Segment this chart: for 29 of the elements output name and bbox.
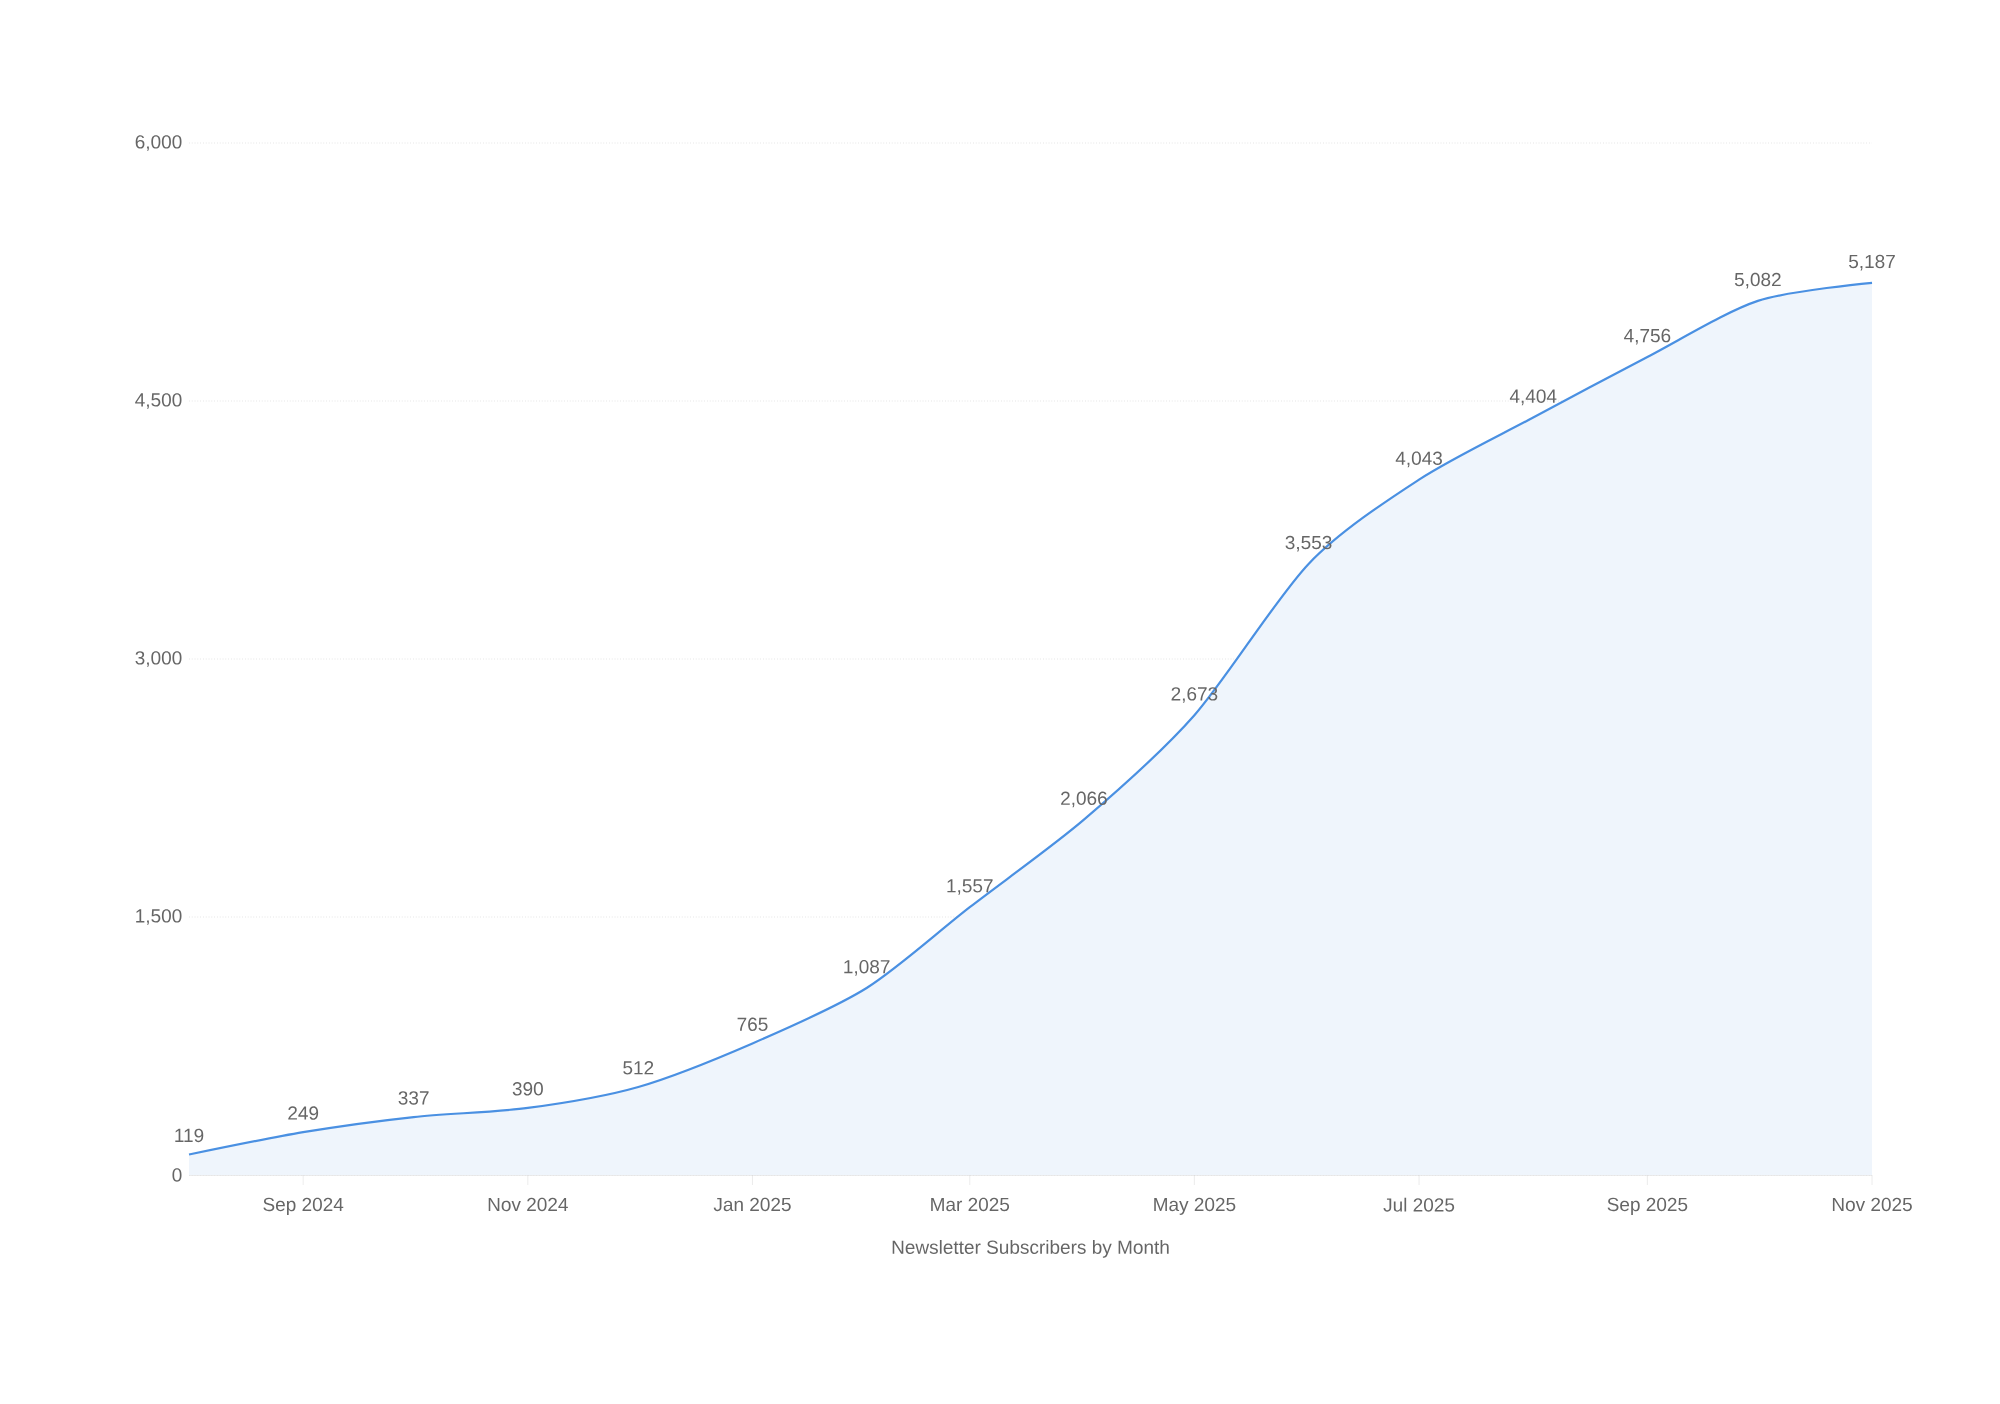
x-tick-label: Jan 2025 bbox=[713, 1197, 791, 1212]
x-tick-label: Nov 2024 bbox=[488, 1197, 568, 1212]
y-tick-label: 4,500 bbox=[135, 393, 182, 409]
data-label: 337 bbox=[398, 1091, 429, 1105]
data-label: 2,066 bbox=[1061, 791, 1107, 808]
data-label: 3,553 bbox=[1285, 535, 1332, 552]
x-tick-label: Nov 2025 bbox=[1832, 1197, 1912, 1212]
x-tick-label: Mar 2025 bbox=[931, 1197, 1010, 1212]
x-tick-label: Sep 2025 bbox=[1607, 1197, 1688, 1215]
data-label: 1,087 bbox=[844, 959, 890, 976]
data-label: 119 bbox=[175, 1128, 204, 1143]
x-tick-label: Jul 2025 bbox=[1383, 1197, 1455, 1212]
data-label: 390 bbox=[512, 1082, 543, 1096]
data-label: 765 bbox=[737, 1017, 768, 1032]
x-tick-label: May 2025 bbox=[1154, 1197, 1236, 1215]
y-tick-label: 3,000 bbox=[135, 651, 182, 667]
data-label: 4,043 bbox=[1395, 451, 1442, 468]
data-label: 4,756 bbox=[1624, 328, 1671, 345]
y-tick-label: 0 bbox=[172, 1168, 182, 1182]
data-label: 5,082 bbox=[1734, 272, 1781, 289]
data-label: 512 bbox=[623, 1061, 654, 1075]
data-label: 1,557 bbox=[947, 879, 993, 895]
y-tick-label: 6,000 bbox=[135, 135, 182, 151]
y-tick-label: 1,500 bbox=[136, 909, 182, 925]
data-label: 4,404 bbox=[1509, 389, 1557, 406]
data-label: 5,187 bbox=[1849, 254, 1895, 271]
x-tick-label: Sep 2024 bbox=[263, 1197, 344, 1215]
data-label: 249 bbox=[288, 1106, 319, 1120]
x-axis-title: Newsletter Subscribers by Month bbox=[892, 1240, 1169, 1258]
